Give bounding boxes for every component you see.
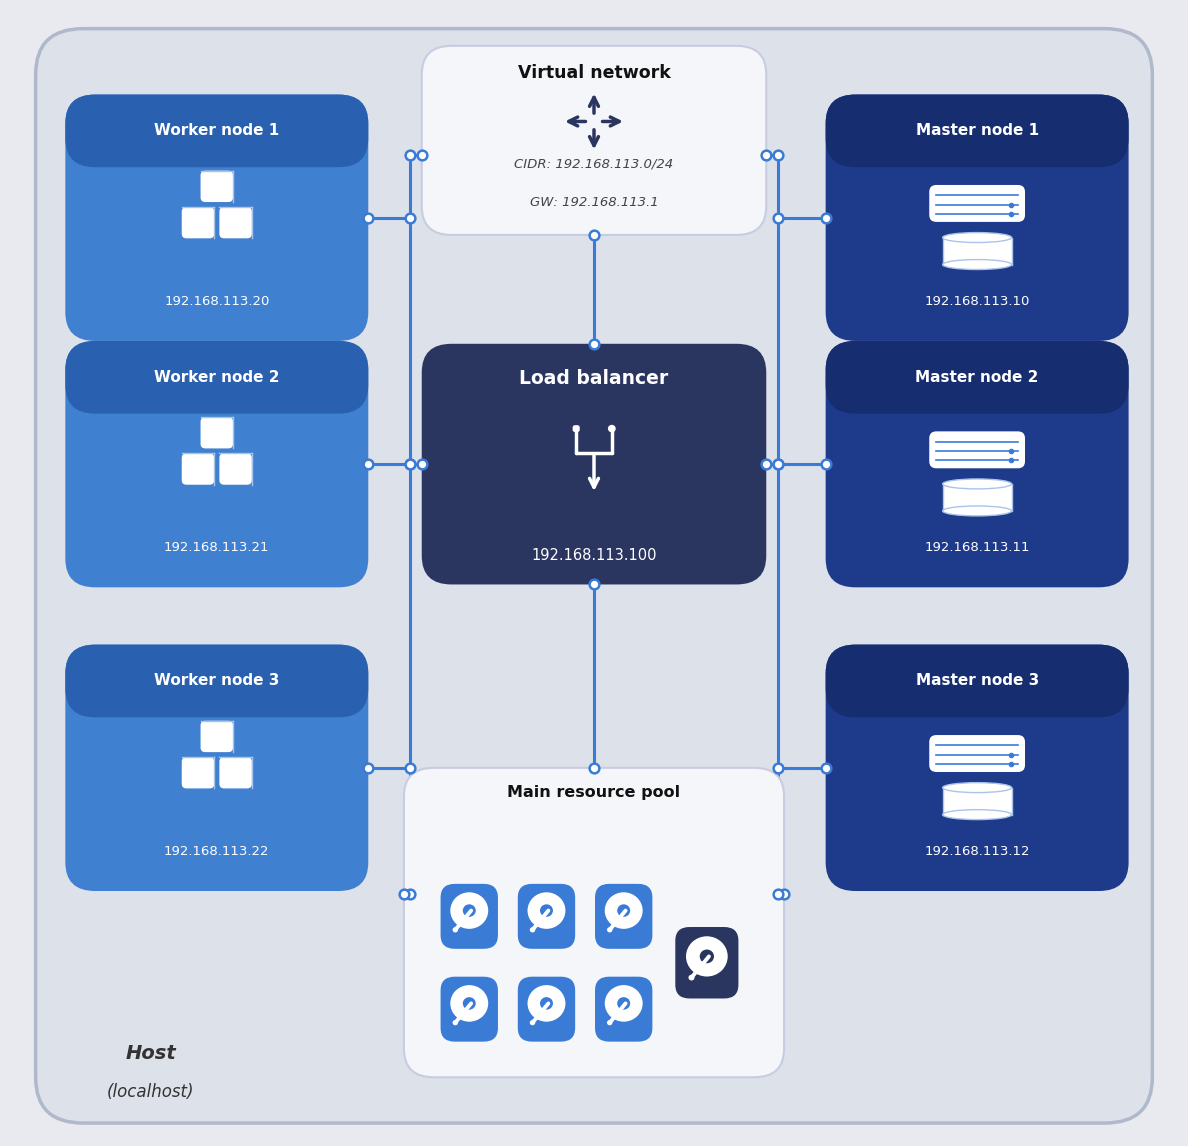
Text: Worker node 2: Worker node 2: [154, 370, 279, 385]
Text: Worker node 3: Worker node 3: [154, 674, 279, 689]
FancyBboxPatch shape: [422, 46, 766, 235]
Circle shape: [541, 997, 552, 1010]
Circle shape: [453, 927, 459, 933]
FancyBboxPatch shape: [826, 644, 1129, 717]
FancyBboxPatch shape: [65, 342, 368, 587]
Text: 192.168.113.11: 192.168.113.11: [924, 541, 1030, 555]
Circle shape: [463, 904, 475, 917]
Text: 192.168.113.100: 192.168.113.100: [531, 548, 657, 564]
FancyBboxPatch shape: [404, 768, 784, 1077]
FancyBboxPatch shape: [518, 884, 575, 949]
FancyBboxPatch shape: [220, 758, 252, 788]
Ellipse shape: [942, 479, 1012, 489]
FancyBboxPatch shape: [36, 29, 1152, 1123]
FancyBboxPatch shape: [201, 721, 233, 752]
Circle shape: [527, 986, 565, 1022]
Circle shape: [608, 425, 615, 432]
FancyBboxPatch shape: [201, 171, 233, 202]
FancyBboxPatch shape: [595, 976, 652, 1042]
FancyBboxPatch shape: [942, 484, 1012, 511]
Circle shape: [453, 1020, 459, 1026]
FancyBboxPatch shape: [929, 185, 1025, 222]
Text: 192.168.113.22: 192.168.113.22: [164, 845, 270, 858]
Circle shape: [450, 893, 488, 929]
FancyBboxPatch shape: [929, 431, 1025, 469]
FancyBboxPatch shape: [65, 95, 368, 342]
FancyBboxPatch shape: [826, 342, 1129, 414]
Ellipse shape: [942, 259, 1012, 269]
Text: Master node 1: Master node 1: [916, 124, 1038, 139]
Ellipse shape: [942, 783, 1012, 793]
FancyBboxPatch shape: [182, 454, 214, 485]
Ellipse shape: [942, 809, 1012, 819]
FancyBboxPatch shape: [929, 735, 1025, 772]
Text: (localhost): (localhost): [107, 1083, 195, 1101]
Circle shape: [605, 893, 643, 929]
FancyBboxPatch shape: [65, 644, 368, 892]
Circle shape: [527, 893, 565, 929]
Text: Load balancer: Load balancer: [519, 369, 669, 388]
Circle shape: [530, 927, 536, 933]
FancyBboxPatch shape: [518, 976, 575, 1042]
Circle shape: [450, 986, 488, 1022]
Text: Master node 3: Master node 3: [916, 674, 1038, 689]
FancyBboxPatch shape: [201, 417, 233, 448]
FancyBboxPatch shape: [826, 95, 1129, 342]
FancyBboxPatch shape: [422, 344, 766, 584]
Text: GW: 192.168.113.1: GW: 192.168.113.1: [530, 196, 658, 210]
Circle shape: [700, 950, 714, 964]
Text: 192.168.113.12: 192.168.113.12: [924, 845, 1030, 858]
FancyBboxPatch shape: [826, 95, 1129, 167]
Text: Master node 2: Master node 2: [916, 370, 1038, 385]
FancyBboxPatch shape: [182, 207, 214, 238]
FancyBboxPatch shape: [220, 454, 252, 485]
Circle shape: [607, 1020, 613, 1026]
FancyBboxPatch shape: [826, 342, 1129, 587]
Circle shape: [607, 927, 613, 933]
Text: Virtual network: Virtual network: [518, 64, 670, 83]
FancyBboxPatch shape: [65, 95, 368, 167]
Ellipse shape: [942, 507, 1012, 516]
Text: CIDR: 192.168.113.0/24: CIDR: 192.168.113.0/24: [514, 157, 674, 171]
Circle shape: [541, 904, 552, 917]
Text: 192.168.113.10: 192.168.113.10: [924, 295, 1030, 308]
Circle shape: [685, 936, 728, 976]
Ellipse shape: [942, 233, 1012, 243]
FancyBboxPatch shape: [65, 644, 368, 717]
FancyBboxPatch shape: [441, 884, 498, 949]
Text: Host: Host: [126, 1044, 176, 1063]
FancyBboxPatch shape: [675, 927, 739, 998]
FancyBboxPatch shape: [942, 787, 1012, 815]
Text: 192.168.113.20: 192.168.113.20: [164, 295, 270, 308]
Circle shape: [618, 904, 630, 917]
FancyBboxPatch shape: [65, 342, 368, 414]
Text: 192.168.113.21: 192.168.113.21: [164, 541, 270, 555]
FancyBboxPatch shape: [595, 884, 652, 949]
FancyBboxPatch shape: [826, 644, 1129, 892]
Circle shape: [463, 997, 475, 1010]
Circle shape: [689, 974, 695, 981]
Text: Worker node 1: Worker node 1: [154, 124, 279, 139]
FancyBboxPatch shape: [942, 237, 1012, 265]
FancyBboxPatch shape: [182, 758, 214, 788]
Circle shape: [618, 997, 630, 1010]
FancyBboxPatch shape: [573, 425, 580, 432]
Circle shape: [605, 986, 643, 1022]
Text: Main resource pool: Main resource pool: [507, 785, 681, 800]
FancyBboxPatch shape: [220, 207, 252, 238]
Circle shape: [530, 1020, 536, 1026]
FancyBboxPatch shape: [441, 976, 498, 1042]
